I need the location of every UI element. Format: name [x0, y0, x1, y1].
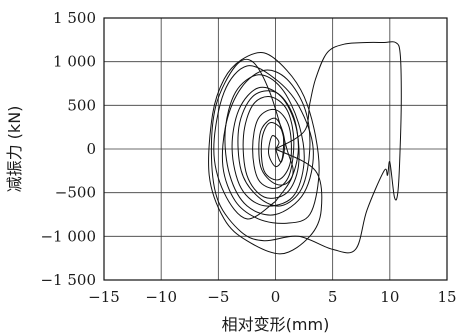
data-series — [208, 41, 402, 255]
x-tick-label: 0 — [271, 288, 281, 306]
y-tick-label: −1 500 — [40, 271, 96, 289]
x-tick-labels: −15 −10 −5 0 5 10 15 — [88, 288, 456, 306]
y-tick-label: −500 — [55, 184, 96, 202]
y-tick-label: 500 — [67, 96, 96, 114]
y-tick-label: 1 500 — [53, 9, 96, 27]
plot-frame — [103, 17, 448, 281]
x-tick-label: −5 — [207, 288, 229, 306]
y-tick-labels: −1 500 −1 000 −500 0 500 1 000 1 500 — [40, 9, 96, 289]
y-tick-label: 0 — [86, 140, 96, 158]
y-tick-label: −1 000 — [40, 227, 96, 245]
y-tick-label: 1 000 — [53, 53, 96, 71]
hysteresis-loop-3 — [208, 52, 323, 255]
x-tick-label: −15 — [88, 288, 120, 306]
x-tick-label: 15 — [437, 288, 456, 306]
x-tick-label: −10 — [145, 288, 177, 306]
x-tick-label: 10 — [380, 288, 399, 306]
x-tick-label: 5 — [328, 288, 338, 306]
hysteresis-loop-2 — [213, 65, 314, 220]
y-axis-title: 减振力 (kN) — [5, 106, 24, 193]
hysteresis-loop-1 — [210, 41, 402, 254]
x-axis-title: 相对变形(mm) — [222, 315, 330, 334]
